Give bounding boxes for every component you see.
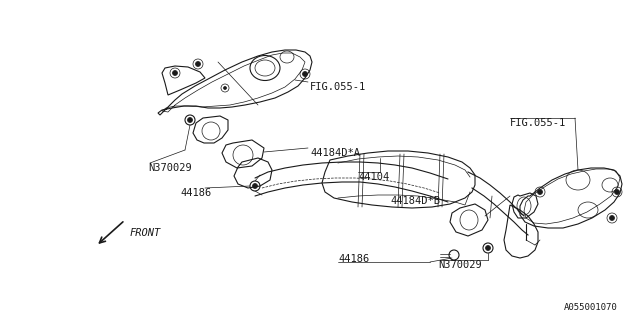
Text: 44184D*B: 44184D*B xyxy=(390,196,440,206)
Text: N370029: N370029 xyxy=(438,260,482,270)
Circle shape xyxy=(223,86,227,90)
Text: FIG.055-1: FIG.055-1 xyxy=(510,118,566,128)
Circle shape xyxy=(609,215,614,220)
Circle shape xyxy=(188,117,193,123)
Circle shape xyxy=(253,183,257,188)
Circle shape xyxy=(173,70,177,76)
Text: 44186: 44186 xyxy=(180,188,211,198)
Circle shape xyxy=(614,189,620,195)
Text: FIG.055-1: FIG.055-1 xyxy=(310,82,366,92)
Text: A055001070: A055001070 xyxy=(564,303,618,312)
Circle shape xyxy=(195,61,200,67)
Circle shape xyxy=(303,71,307,76)
Text: N370029: N370029 xyxy=(148,163,192,173)
Text: FRONT: FRONT xyxy=(130,228,161,238)
Circle shape xyxy=(486,245,490,251)
Text: 44184D*A: 44184D*A xyxy=(310,148,360,158)
Text: 44186: 44186 xyxy=(338,254,369,264)
Circle shape xyxy=(538,189,543,195)
Text: 44104: 44104 xyxy=(358,172,389,182)
